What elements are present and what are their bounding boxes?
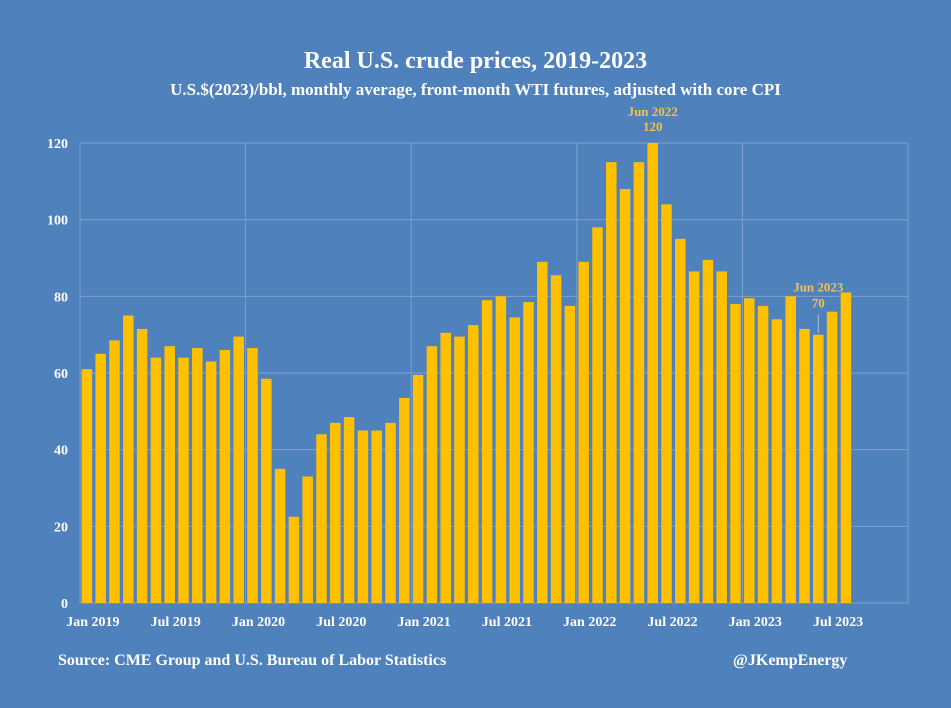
bar	[412, 374, 424, 603]
bar	[81, 369, 93, 603]
bar	[233, 336, 244, 603]
bar	[385, 422, 396, 603]
bar	[219, 350, 231, 603]
bar	[192, 348, 203, 603]
bar	[95, 353, 106, 603]
bar	[261, 378, 272, 603]
bar	[330, 422, 341, 603]
bar	[578, 261, 589, 603]
bar	[274, 468, 286, 603]
author-handle: @JKempEnergy	[733, 652, 848, 669]
bar	[730, 304, 741, 603]
bar	[716, 271, 727, 603]
bar	[205, 361, 217, 603]
x-tick-label: Jul 2020	[316, 615, 366, 630]
x-tick-label: Jan 2023	[729, 615, 782, 630]
y-tick-label: 0	[61, 597, 68, 612]
bar	[661, 204, 672, 604]
bar	[799, 328, 810, 603]
bar	[633, 162, 645, 603]
bar	[550, 275, 562, 603]
bar	[495, 296, 507, 603]
bar	[150, 357, 162, 603]
bar	[123, 315, 134, 603]
y-tick-label: 120	[47, 137, 68, 152]
bar	[744, 298, 755, 603]
bar	[440, 332, 451, 603]
bar	[523, 302, 534, 603]
bar	[606, 162, 617, 603]
bar	[343, 417, 355, 603]
x-tick-label: Jul 2021	[482, 615, 532, 630]
bar	[757, 305, 769, 603]
x-tick-label: Jan 2020	[232, 615, 285, 630]
bar	[136, 328, 148, 603]
x-tick-label: Jul 2022	[647, 615, 697, 630]
bar	[481, 300, 493, 603]
chart-subtitle: U.S.$(2023)/bbl, monthly average, front-…	[170, 80, 781, 99]
bar	[592, 227, 603, 604]
bar	[564, 305, 576, 603]
y-tick-label: 40	[54, 444, 68, 459]
bar	[109, 340, 120, 603]
bar	[785, 296, 796, 603]
bar	[454, 336, 465, 603]
bar	[619, 189, 631, 603]
y-tick-label: 20	[54, 520, 68, 535]
x-tick-label: Jul 2023	[813, 615, 863, 630]
x-tick-label: Jan 2019	[66, 615, 119, 630]
bar	[288, 516, 300, 603]
bar	[426, 346, 438, 603]
x-tick-label: Jan 2022	[563, 615, 616, 630]
annotation-label: Jun 2022	[628, 104, 678, 119]
bar	[813, 334, 824, 603]
bar	[178, 357, 189, 603]
bar	[537, 261, 548, 603]
bar	[302, 476, 313, 603]
source-note: Source: CME Group and U.S. Bureau of Lab…	[58, 652, 447, 669]
bar	[357, 430, 369, 603]
x-tick-label: Jan 2021	[397, 615, 450, 630]
bar	[399, 397, 410, 603]
annotation-label: Jun 2023	[793, 280, 844, 295]
y-tick-label: 80	[54, 290, 68, 305]
bar	[164, 346, 175, 603]
bar	[702, 259, 714, 603]
bar	[688, 271, 700, 603]
bar	[468, 325, 479, 603]
bar	[826, 311, 838, 603]
bar	[771, 319, 783, 603]
bar	[675, 238, 686, 604]
bar	[371, 430, 382, 603]
bar	[647, 143, 658, 603]
chart-title: Real U.S. crude prices, 2019-2023	[303, 48, 648, 74]
annotation-value: 70	[812, 296, 825, 311]
bar	[247, 348, 258, 603]
bar	[509, 317, 520, 603]
annotation-value: 120	[643, 119, 663, 134]
bar	[316, 434, 327, 603]
x-tick-label: Jul 2019	[151, 615, 201, 630]
y-tick-label: 60	[54, 367, 68, 382]
y-tick-label: 100	[47, 214, 68, 229]
bar	[840, 292, 852, 603]
